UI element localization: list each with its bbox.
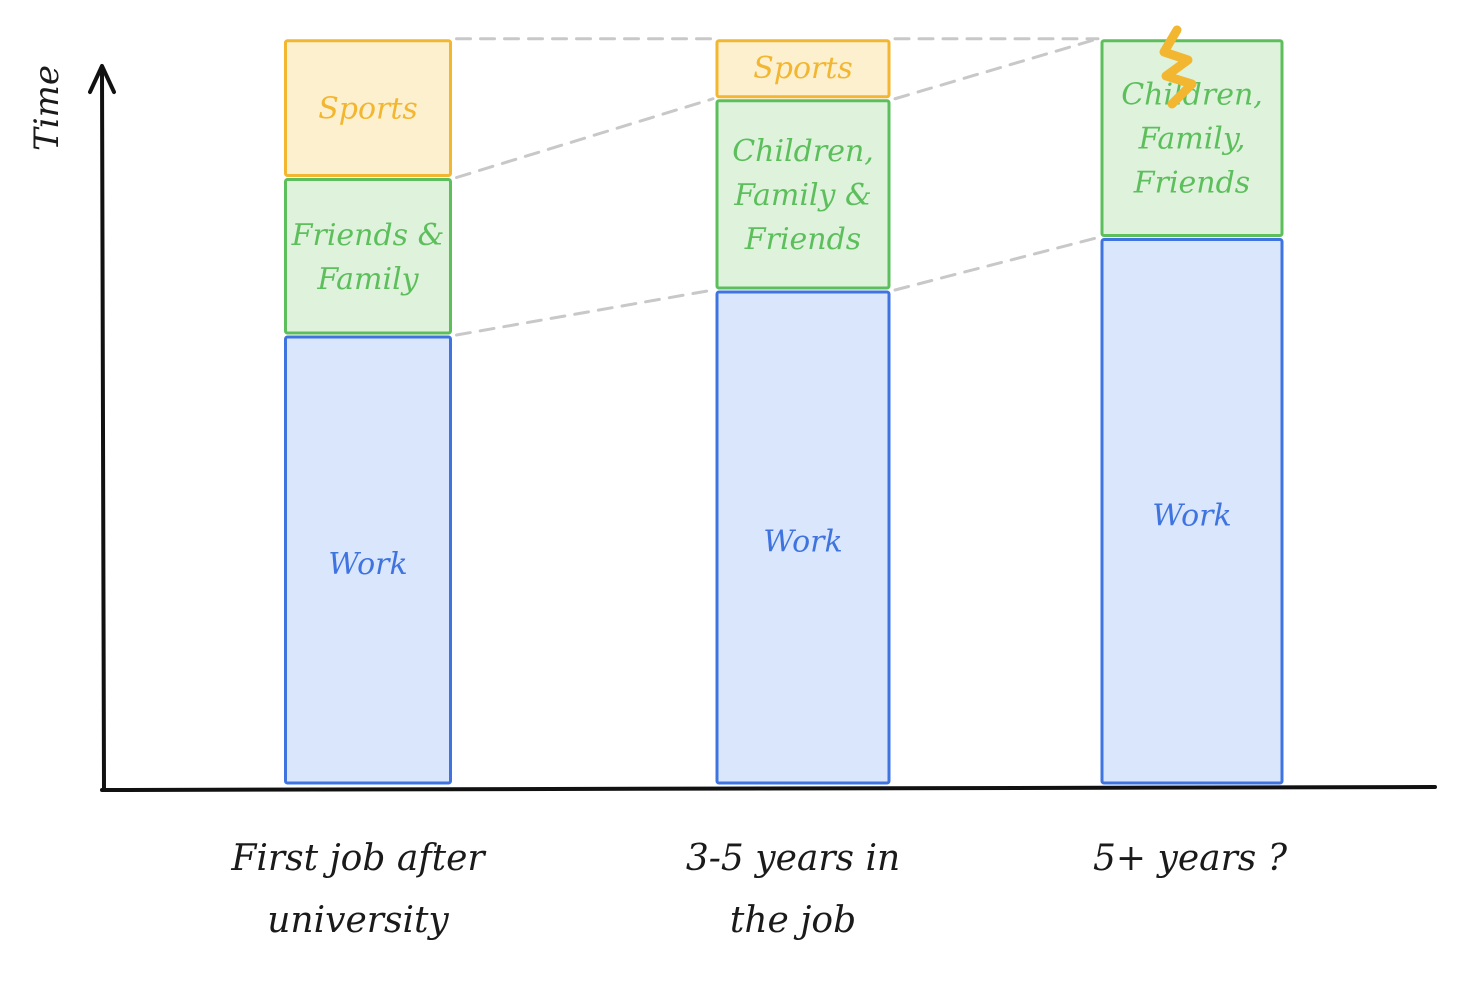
- segment-label: Sports: [753, 51, 853, 86]
- burnout-icon: [1159, 25, 1197, 109]
- category-label: university: [267, 900, 449, 941]
- segment-label: Family &: [733, 178, 872, 213]
- bar-segment-children-family-friends: [1100, 39, 1284, 237]
- segment-label: Sports: [318, 92, 418, 127]
- y-axis-line: [100, 68, 106, 792]
- bar-segment-children-family-friends: [715, 99, 891, 290]
- segment-label: Friends: [744, 222, 861, 257]
- dashed-connectors: [455, 37, 1100, 337]
- category-label: the job: [730, 900, 856, 941]
- y-axis-arrowhead: [88, 64, 116, 94]
- connector-line: [455, 288, 715, 337]
- bar-segment-sports: [284, 39, 452, 177]
- bar-stack-1: Work Friends & Family Sports: [284, 39, 452, 785]
- segment-label: Work: [328, 547, 407, 582]
- category-label: 3-5 years in: [686, 838, 900, 879]
- connector-line: [455, 97, 715, 179]
- category-labels: First job after university 3-5 years in the…: [230, 838, 1287, 941]
- bar-segment-friends-family: [284, 178, 452, 335]
- bars: Work Friends & Family Sports Work Children, Fa…: [284, 39, 1284, 785]
- connector-line: [893, 236, 1100, 292]
- connector-line: [893, 37, 1100, 101]
- bar-segment-sports: [715, 39, 891, 99]
- bar-stack-2: Work Children, Family & Friends Sports: [715, 39, 891, 785]
- segment-label: Family: [316, 262, 419, 297]
- bar-segment-work: [715, 290, 891, 785]
- bar-segment-work: [284, 335, 452, 785]
- segment-label: Family,: [1138, 122, 1246, 157]
- category-label: First job after: [230, 838, 486, 879]
- category-label: 5+ years ?: [1093, 838, 1288, 879]
- axes: Time: [27, 64, 1437, 792]
- segment-label: Work: [1152, 498, 1231, 533]
- y-axis-label: Time: [27, 65, 67, 151]
- segment-label: Friends &: [291, 218, 445, 253]
- segment-label: Friends: [1133, 166, 1250, 201]
- bar-segment-work: [1100, 238, 1284, 785]
- x-axis-line: [100, 785, 1437, 792]
- segment-label: Work: [763, 525, 842, 560]
- segment-label: Children,: [732, 134, 874, 169]
